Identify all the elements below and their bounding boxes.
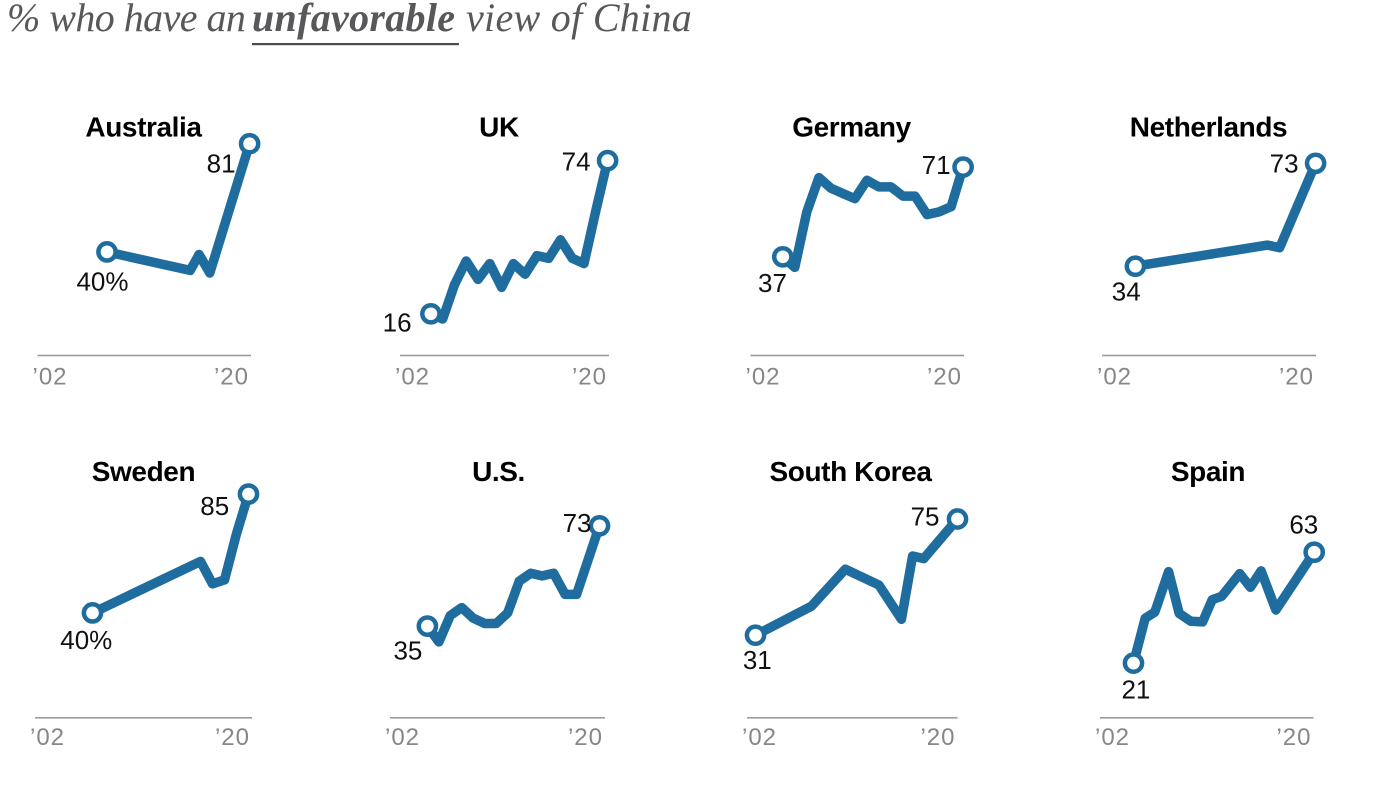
svg-text:South Korea: South Korea	[769, 456, 932, 487]
svg-text:’20: ’20	[1276, 724, 1311, 751]
svg-text:’02: ’02	[30, 724, 65, 751]
svg-text:UK: UK	[479, 111, 519, 142]
svg-text:63: 63	[1289, 510, 1318, 540]
svg-text:’02: ’02	[33, 364, 68, 391]
svg-text:75: 75	[911, 502, 940, 532]
svg-text:81: 81	[207, 149, 236, 179]
svg-text:U.S.: U.S.	[472, 456, 525, 487]
svg-text:’20: ’20	[568, 724, 603, 751]
svg-text:35: 35	[393, 636, 422, 666]
svg-text:85: 85	[200, 491, 229, 521]
svg-text:’20: ’20	[1279, 364, 1314, 391]
svg-text:’02: ’02	[742, 724, 777, 751]
svg-text:’02: ’02	[746, 364, 781, 391]
svg-text:34: 34	[1112, 277, 1141, 307]
svg-text:view of China: view of China	[466, 0, 692, 40]
svg-text:73: 73	[563, 508, 592, 538]
svg-text:71: 71	[922, 150, 951, 180]
svg-text:unfavorable: unfavorable	[252, 0, 455, 40]
svg-text:’02: ’02	[395, 364, 430, 391]
svg-text:Spain: Spain	[1171, 456, 1245, 487]
svg-text:21: 21	[1121, 675, 1150, 705]
svg-text:31: 31	[743, 645, 772, 675]
svg-text:% who have an: % who have an	[7, 0, 245, 40]
svg-text:’20: ’20	[572, 364, 607, 391]
svg-text:’02: ’02	[385, 724, 420, 751]
svg-text:Germany: Germany	[792, 111, 911, 142]
svg-text:’20: ’20	[214, 364, 249, 391]
svg-text:37: 37	[758, 268, 787, 298]
svg-text:Netherlands: Netherlands	[1130, 111, 1287, 142]
svg-text:’20: ’20	[920, 724, 955, 751]
svg-text:’02: ’02	[1095, 724, 1130, 751]
svg-text:16: 16	[383, 307, 412, 337]
svg-text:Sweden: Sweden	[92, 456, 195, 487]
svg-text:40%: 40%	[60, 625, 112, 655]
svg-text:73: 73	[1270, 149, 1299, 179]
svg-text:’20: ’20	[927, 364, 962, 391]
svg-text:’20: ’20	[215, 724, 250, 751]
svg-text:74: 74	[562, 146, 591, 176]
svg-text:’02: ’02	[1097, 364, 1132, 391]
svg-text:Australia: Australia	[85, 111, 202, 142]
svg-text:40%: 40%	[76, 266, 128, 296]
